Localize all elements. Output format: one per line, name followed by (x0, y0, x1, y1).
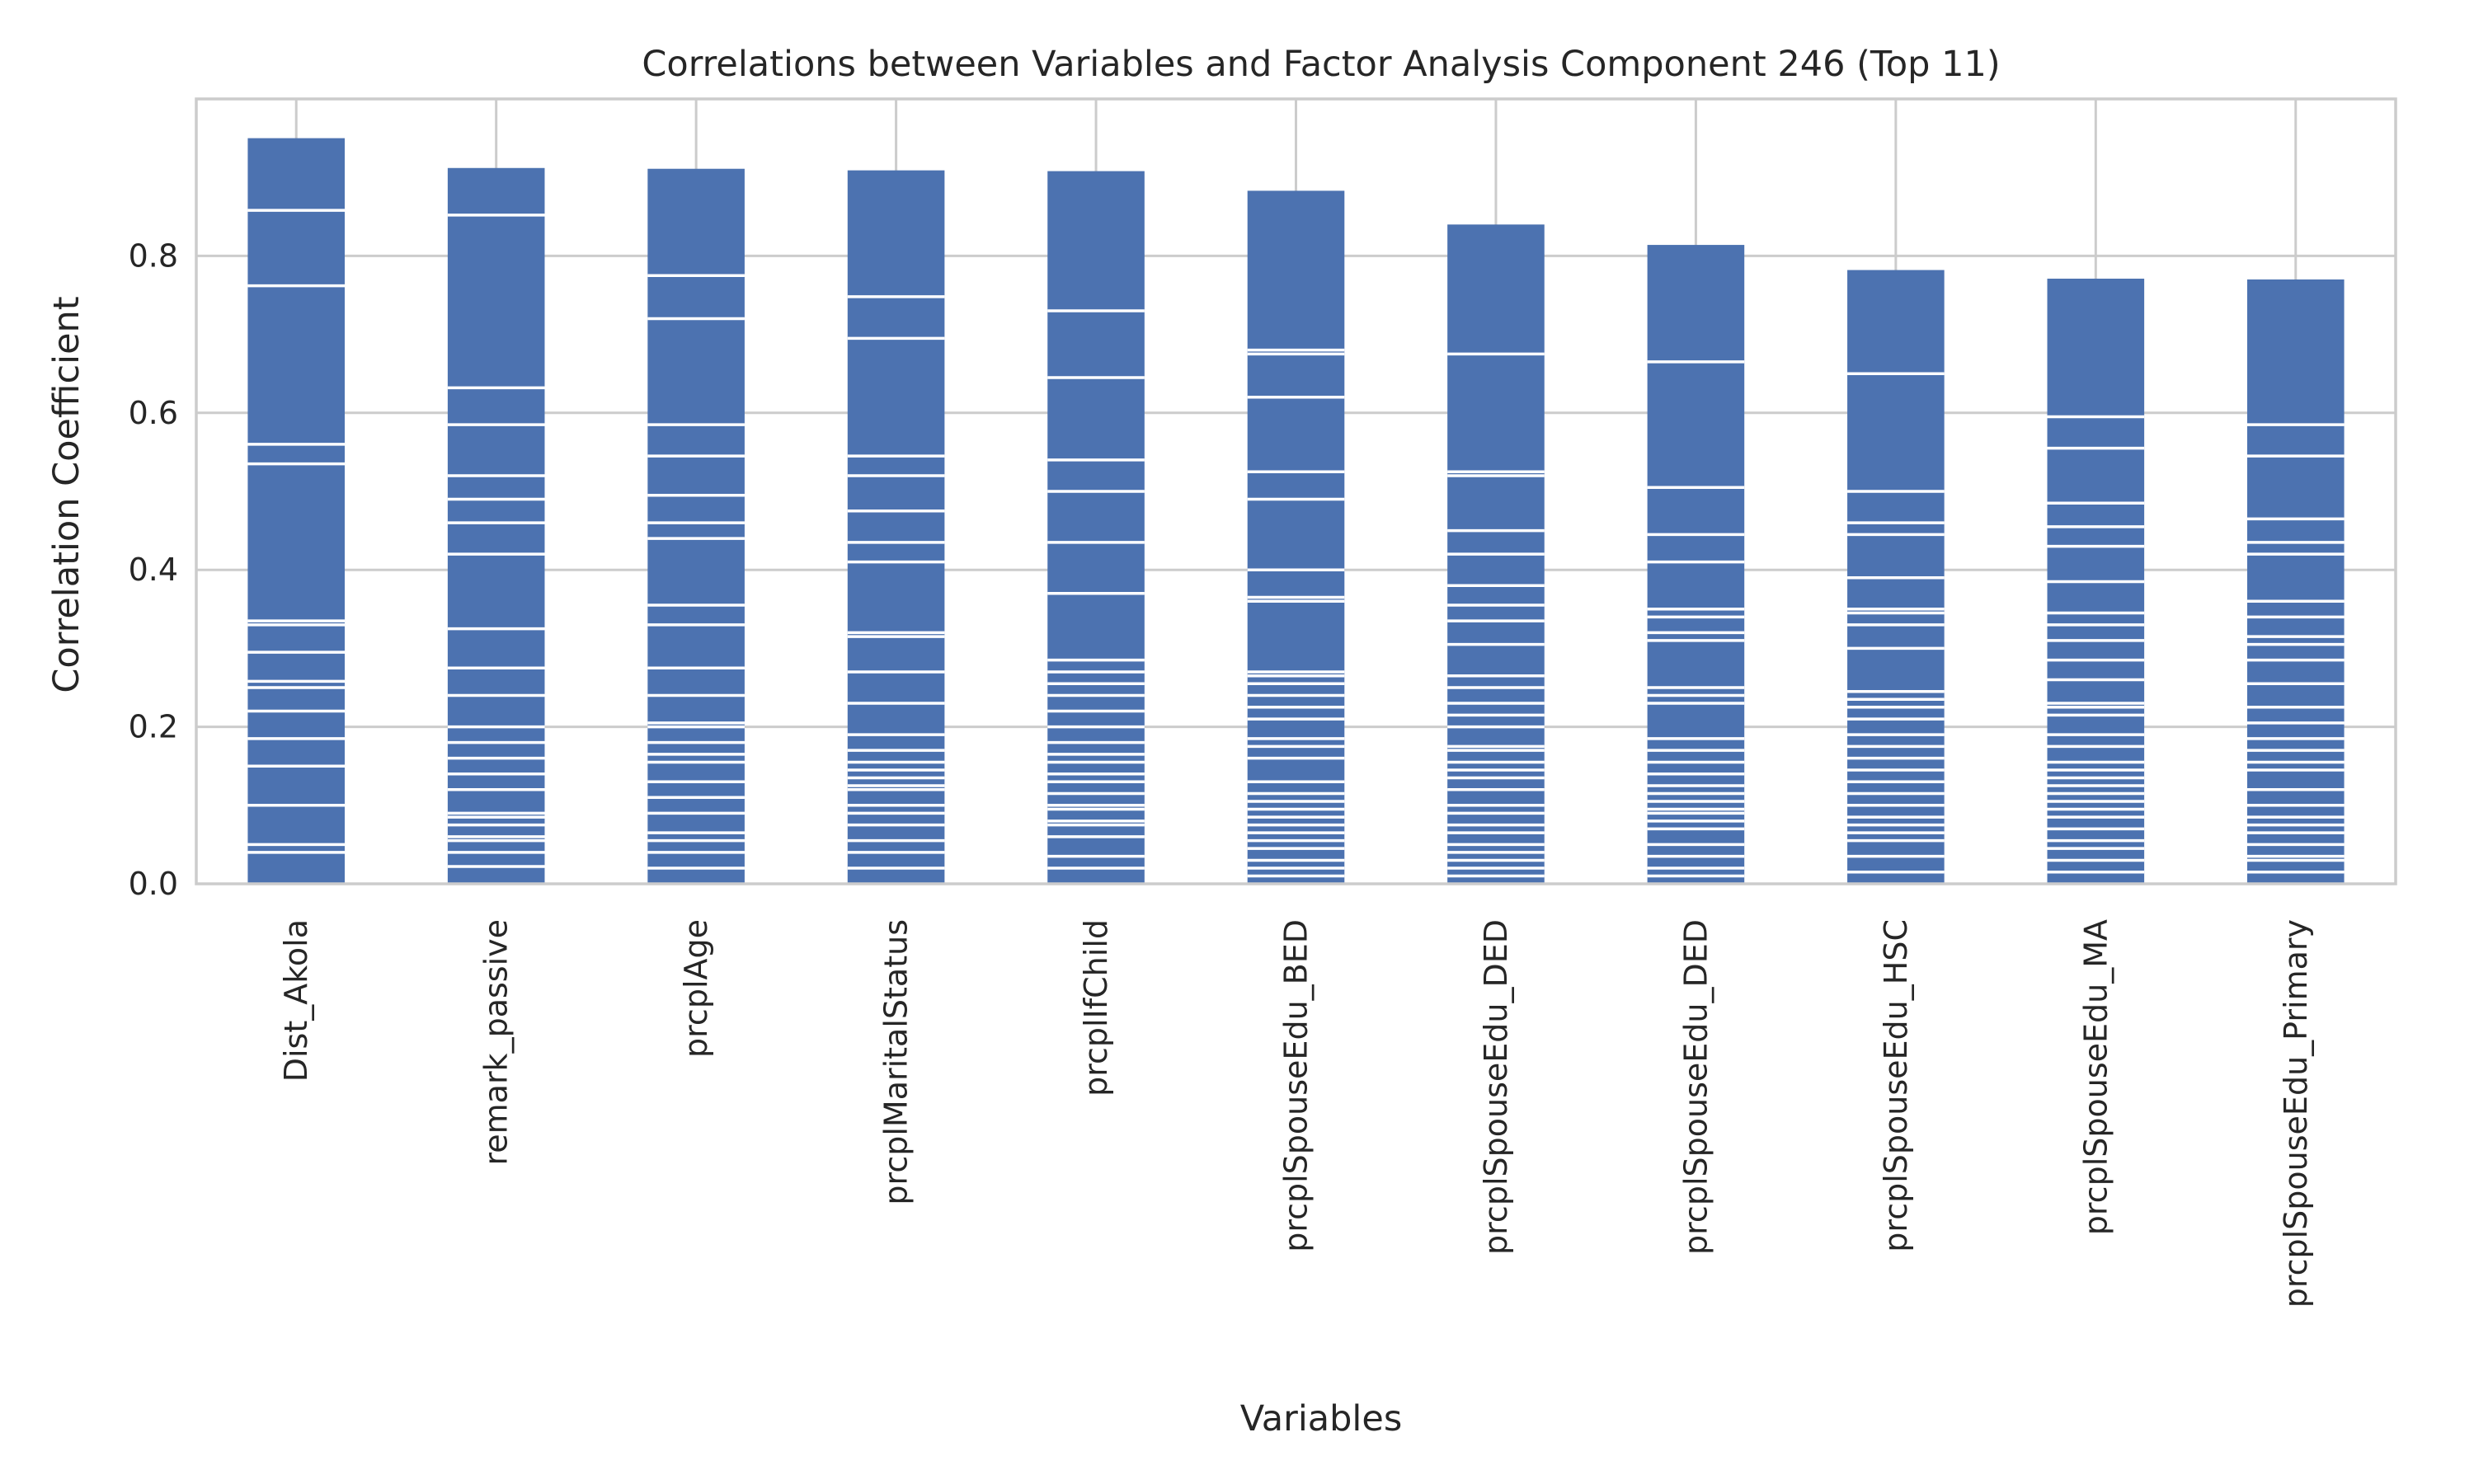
x-tick-label: remark_passive (478, 919, 515, 1166)
bar-group (2246, 279, 2345, 885)
bar-group (2047, 279, 2145, 884)
chart-title: Correlations between Variables and Facto… (642, 44, 2000, 85)
x-tick-label: prcplAge (678, 919, 714, 1058)
bar (847, 170, 945, 884)
bar-group (1047, 171, 1145, 885)
plot-frame (195, 97, 2397, 885)
x-tick-label: prcplIfChild (1078, 919, 1114, 1097)
bar-group (1847, 270, 1945, 884)
x-tick-label: prcplSpouseEdu_Primary (2278, 919, 2314, 1308)
bar (2246, 279, 2345, 885)
y-tick-label: 0.6 (129, 395, 178, 431)
bar (647, 168, 745, 884)
y-tick-label: 0.0 (129, 866, 178, 902)
x-tick-label: prcplMaritalStatus (878, 919, 915, 1205)
y-tick-label: 0.8 (129, 237, 178, 274)
bar-group (647, 168, 745, 884)
x-tick-labels: Dist_Akola remark_passive prcplAge prcplMar… (278, 919, 2314, 1308)
x-tick-label: prcplSpouseEdu_DED (1478, 919, 1514, 1255)
bar (1047, 171, 1145, 885)
x-tick-label: prcplSpouseEdu_BED (1278, 919, 1315, 1252)
bar-group (847, 170, 945, 884)
y-axis-label: Correlation Coefficient (46, 296, 87, 693)
bar (1647, 245, 1745, 884)
y-tick-label: 0.2 (129, 709, 178, 745)
bar (447, 167, 545, 884)
bar-group (1647, 245, 1745, 884)
y-tick-labels: 0.0 0.2 0.4 0.6 0.8 (129, 237, 178, 902)
x-axis-label: Variables (1240, 1398, 1403, 1439)
x-tick-label: prcplSpouseEdu_DED (1677, 919, 1714, 1255)
x-tick-label: Dist_Akola (278, 919, 314, 1082)
bar-group (1247, 190, 1345, 884)
bar-group (247, 138, 346, 885)
bar-group (1447, 224, 1545, 884)
bar (1247, 190, 1345, 884)
y-tick-label: 0.4 (129, 552, 178, 588)
x-tick-label: prcplSpouseEdu_HSC (1878, 919, 1914, 1252)
bar-group (447, 167, 545, 884)
bars-layer (247, 138, 2345, 885)
bar (247, 138, 346, 885)
x-tick-label: prcplSpouseEdu_MA (2077, 919, 2114, 1235)
